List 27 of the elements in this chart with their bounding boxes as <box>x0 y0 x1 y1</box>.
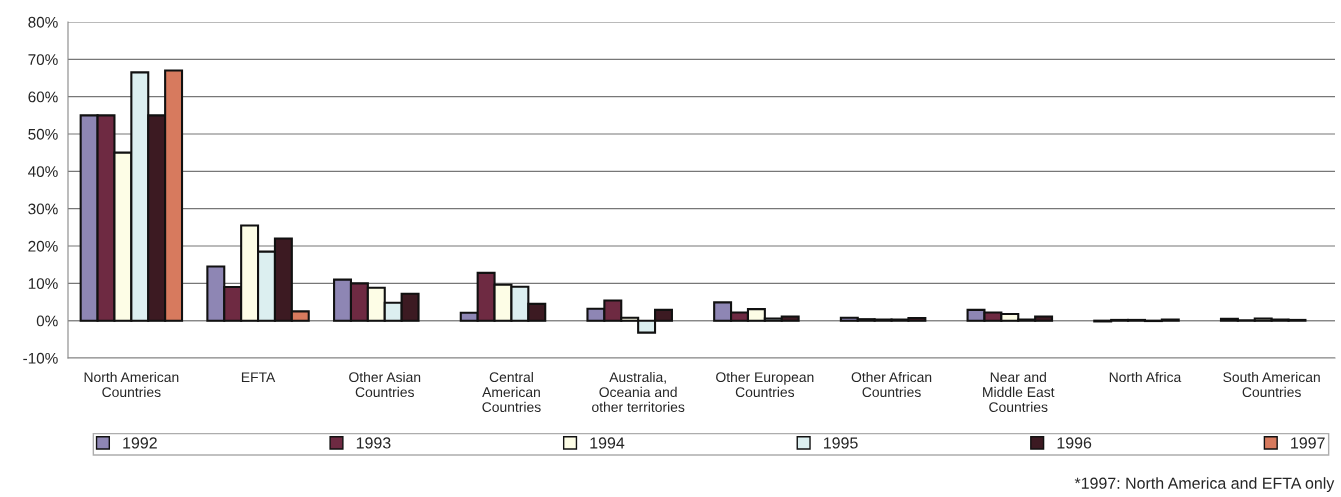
legend-label: 1997 <box>1291 437 1325 449</box>
x-tick-label: Central American Countries <box>482 371 541 413</box>
legend-label: 1995 <box>824 437 858 449</box>
x-tick-label: EFTA <box>241 372 276 382</box>
legend-label: 1996 <box>1057 437 1092 449</box>
y-tick-label: 40% <box>28 166 58 178</box>
x-tick-label: Other European Countries <box>716 371 814 398</box>
y-tick-label: 80% <box>28 16 58 28</box>
y-tick-label: -10% <box>23 352 58 364</box>
y-tick-label: 70% <box>28 54 58 66</box>
x-tick-label: Australia, Oceania and other territories <box>592 371 685 413</box>
legend-label: 1992 <box>123 437 157 449</box>
y-tick-label: 10% <box>28 278 58 290</box>
x-tick-label: Other African Countries <box>851 371 932 398</box>
x-tick-label: North American Countries <box>84 371 179 398</box>
y-tick-label: 60% <box>28 91 58 103</box>
x-tick-label: South American Countries <box>1223 371 1320 398</box>
x-tick-label: Other Asian Countries <box>349 371 421 398</box>
x-tick-label: North Africa <box>1109 371 1182 383</box>
legend-label: 1993 <box>356 437 391 449</box>
y-tick-label: 50% <box>28 128 58 140</box>
text: *1997: North America and EFTA only <box>1074 477 1335 493</box>
legend-label: 1994 <box>590 437 625 449</box>
x-tick-label: Near and Middle East Countries <box>983 371 1055 413</box>
y-tick-label: 30% <box>28 203 58 215</box>
y-tick-label: 20% <box>28 240 58 252</box>
y-tick-label: 0% <box>36 315 58 327</box>
